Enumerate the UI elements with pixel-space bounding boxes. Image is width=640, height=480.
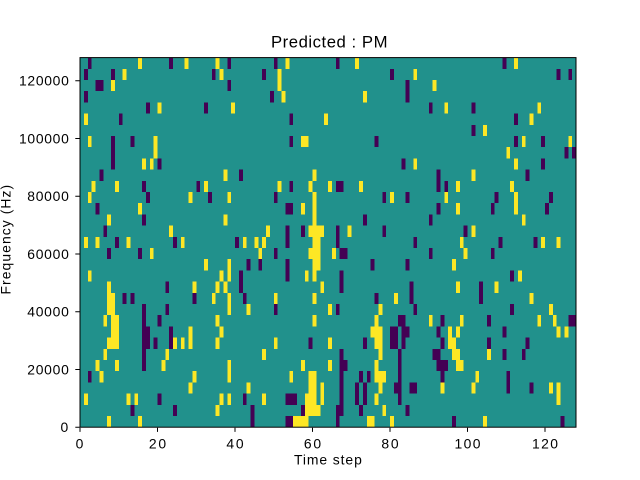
- svg-text:Frequency (Hz): Frequency (Hz): [0, 185, 14, 295]
- svg-text:60: 60: [304, 435, 322, 451]
- svg-text:Time step: Time step: [294, 452, 362, 468]
- svg-text:100: 100: [455, 435, 481, 451]
- svg-text:40: 40: [226, 435, 244, 451]
- svg-text:120: 120: [532, 435, 558, 451]
- svg-text:40000: 40000: [27, 304, 69, 320]
- svg-text:0: 0: [61, 419, 69, 435]
- svg-text:120000: 120000: [19, 73, 69, 89]
- svg-text:100000: 100000: [19, 130, 69, 146]
- svg-text:20: 20: [149, 435, 167, 451]
- svg-text:Predicted : PM: Predicted : PM: [271, 33, 388, 52]
- svg-text:60000: 60000: [27, 246, 69, 262]
- svg-text:80: 80: [381, 435, 399, 451]
- svg-text:20000: 20000: [27, 361, 69, 377]
- svg-text:0: 0: [76, 435, 84, 451]
- svg-text:80000: 80000: [27, 188, 69, 204]
